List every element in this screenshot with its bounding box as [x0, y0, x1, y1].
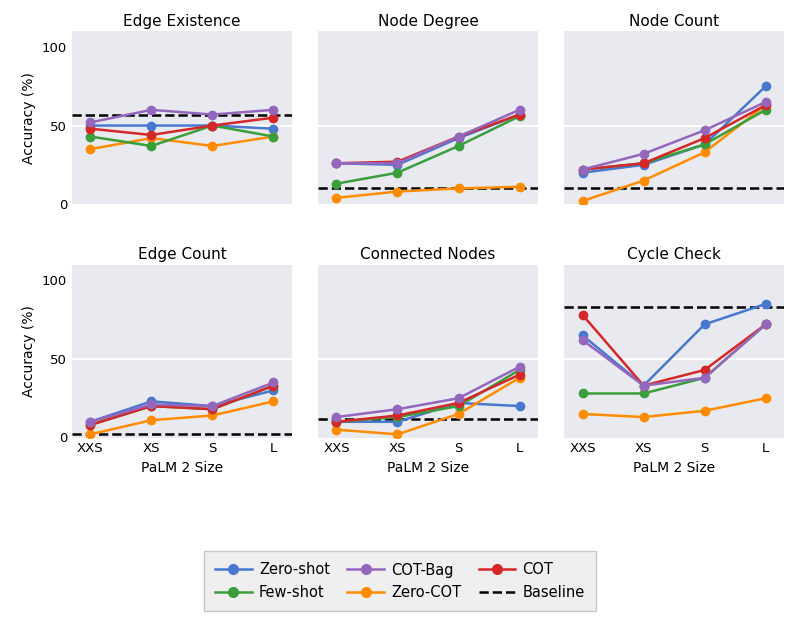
Y-axis label: Accuracy (%): Accuracy (%) [22, 72, 36, 164]
Title: Edge Count: Edge Count [138, 247, 226, 262]
Title: Node Degree: Node Degree [378, 14, 478, 29]
Title: Node Count: Node Count [629, 14, 719, 29]
Title: Edge Existence: Edge Existence [123, 14, 241, 29]
Title: Connected Nodes: Connected Nodes [360, 247, 496, 262]
X-axis label: PaLM 2 Size: PaLM 2 Size [141, 461, 223, 475]
X-axis label: PaLM 2 Size: PaLM 2 Size [633, 461, 715, 475]
Title: Cycle Check: Cycle Check [627, 247, 721, 262]
Y-axis label: Accuracy (%): Accuracy (%) [22, 305, 36, 397]
X-axis label: PaLM 2 Size: PaLM 2 Size [387, 461, 469, 475]
Legend: Zero-shot, Few-shot, COT-Bag, Zero-COT, COT, Baseline: Zero-shot, Few-shot, COT-Bag, Zero-COT, … [203, 551, 597, 611]
